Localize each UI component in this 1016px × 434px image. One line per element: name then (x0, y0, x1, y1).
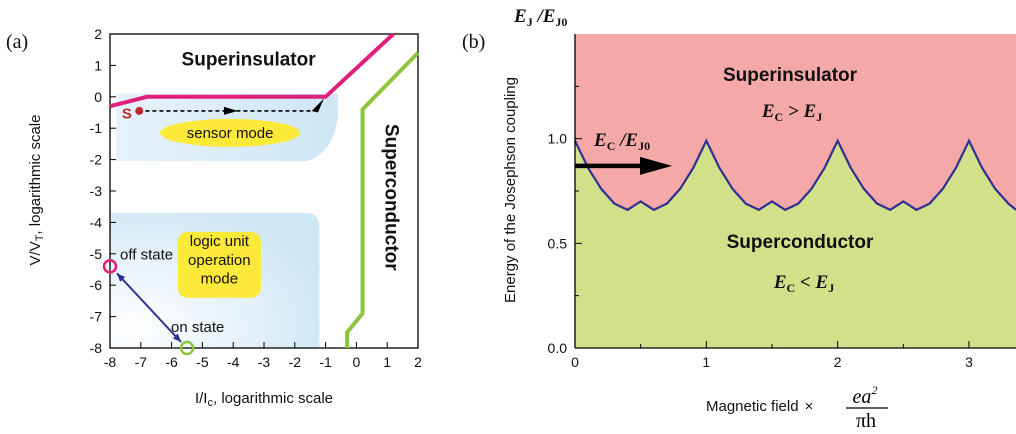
x-tick-label: -2 (289, 354, 302, 370)
superconductor-boundary-line (345, 51, 420, 348)
superinsulator-label: Superinsulator (182, 49, 317, 70)
off-state-label: off state (120, 246, 173, 263)
x-tick-label: 0 (353, 354, 361, 370)
logic-mode-line3: mode (201, 271, 239, 288)
superinsulator-label: Superinsulator (723, 65, 858, 86)
x-tick-label: -6 (165, 354, 178, 370)
y-tick-label: -7 (90, 309, 103, 325)
sensor-start-dot (135, 106, 144, 115)
state-arrowhead-off (117, 273, 126, 282)
superconductor-region (575, 140, 1016, 348)
x-tick-label: 2 (834, 354, 842, 370)
ec-boundary-curve (574, 138, 1016, 212)
y-tick-label: -8 (90, 340, 103, 356)
x-tick-label: 3 (965, 354, 973, 370)
panel-b-label: (b) (462, 31, 485, 53)
y-tick-label: -2 (90, 152, 103, 168)
panel-a-label: (a) (6, 31, 28, 53)
panel-b-xlabel-denominator: πh (856, 410, 876, 432)
x-tick-label: 2 (414, 354, 422, 370)
x-tick-label: 1 (383, 354, 391, 370)
y-tick-label: 0.5 (548, 235, 568, 251)
panel-b-top-label: EJ /EJ0 (513, 6, 567, 29)
y-tick-label: 2 (94, 26, 102, 42)
x-tick-label: -8 (104, 354, 117, 370)
on-state-label: on state (171, 319, 224, 336)
x-tick-label: 1 (702, 354, 710, 370)
logic-mode-line2: operation (188, 252, 251, 269)
y-tick-label: 0.0 (548, 340, 568, 356)
panel-a-ylabel: V/VT, logarithmic scale (27, 115, 46, 266)
x-tick-label: -4 (227, 354, 240, 370)
y-tick-label: 1.0 (548, 131, 568, 147)
ec-arrow-label: EC /EJ0 (593, 130, 650, 153)
superinsulator-boundary-line (109, 32, 395, 109)
on-state-marker (179, 340, 195, 356)
ec-arrow-head (640, 156, 672, 175)
ec-less-than-ej-label: EC < EJ (773, 272, 834, 295)
y-tick-label: -4 (90, 214, 103, 230)
panel-a-xlabel: I/Ic, logarithmic scale (195, 390, 333, 409)
y-tick-label: 0 (94, 89, 102, 105)
superconductor-label: Superconductor (727, 232, 874, 253)
logic-mode-line1: logic unit (190, 233, 250, 250)
x-tick-label: -5 (196, 354, 209, 370)
y-tick-label: -1 (90, 120, 103, 136)
panel-b-xlabel: Magnetic field × ea2 πh (706, 383, 888, 432)
panel-b: (b) EJ /EJ0 0 1 2 3 0.0 0.5 1.0 Superinsulator… (462, 6, 1016, 432)
x-tick-label: -1 (319, 354, 332, 370)
y-tick-label: -6 (90, 277, 103, 293)
superconductor-label: Superconductor (381, 124, 402, 271)
logic-mode-box (177, 231, 261, 298)
y-tick-label: -5 (90, 246, 103, 262)
panel-b-xlabel-text: Magnetic field × (706, 398, 813, 415)
sensor-mode-ellipse (160, 118, 301, 147)
sensor-arrowhead-mid (223, 106, 238, 115)
y-tick-label: 1 (94, 57, 102, 73)
sensor-arrowhead-end (311, 98, 325, 113)
state-switch-arrow (116, 272, 182, 343)
x-tick-label: -7 (135, 354, 148, 370)
sensor-marker-label: S (122, 106, 132, 123)
y-tick-label: -3 (90, 183, 103, 199)
x-tick-label: 0 (571, 354, 579, 370)
panel-b-ylabel: Energy of the Josephson coupling (502, 77, 519, 303)
panel-a: (a) -8 -7 -6 -5 -4 -3 -2 -1 0 1 2 -8 -7 -6 -5 -4 -3 -2 -1 0… (6, 26, 422, 409)
sensor-mode-label: sensor mode (187, 125, 274, 142)
state-arrowhead-on (172, 333, 181, 342)
x-tick-label: -3 (258, 354, 271, 370)
panel-b-xlabel-numerator: ea2 (853, 383, 878, 408)
ec-greater-than-ej-label: EC > EJ (761, 101, 822, 124)
off-state-marker (102, 259, 118, 274)
